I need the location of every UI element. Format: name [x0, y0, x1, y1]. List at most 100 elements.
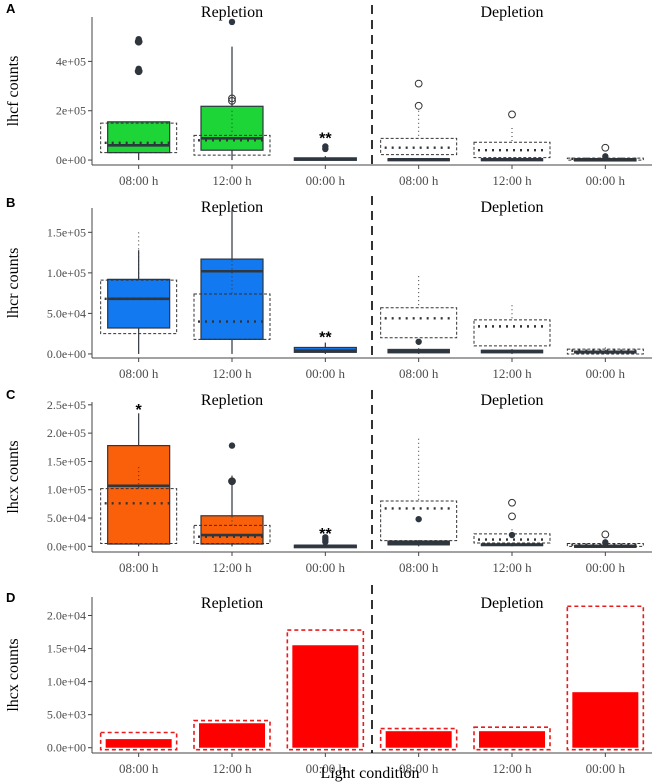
bar-1 [105, 739, 172, 748]
y-tick-label: 1.5e+04 [47, 642, 86, 656]
x-tick-label: 12:00 h [492, 173, 532, 188]
box-5 [480, 349, 544, 354]
y-tick-label: 2.0e+04 [47, 609, 86, 623]
y-tick-label: 1.0e+05 [47, 483, 86, 497]
y-tick-label: 5.0e+04 [47, 306, 86, 320]
box-body [107, 278, 171, 329]
box-body [107, 444, 171, 545]
dotted-box-1 [100, 232, 178, 335]
dotted-outlier [228, 94, 236, 103]
dotted-box-body [193, 134, 271, 156]
dashed-bar-5 [473, 726, 551, 751]
dotted-box-1 [100, 37, 178, 154]
x-tick-label: 12:00 h [492, 761, 532, 776]
x-tick-label: 08:00 h [399, 366, 439, 381]
dotted-box-body [100, 279, 178, 335]
x-tick-label: 08:00 h [119, 761, 159, 776]
group-title-repletion: Repletion [201, 392, 263, 409]
outlier-point [415, 515, 422, 523]
dotted-box-4 [380, 438, 458, 542]
panel-letter: C [6, 387, 16, 402]
y-tick-label: 0e+00 [56, 153, 86, 167]
outlier-point [508, 531, 516, 539]
panel-a: A 0e+00 2e+05 4e+05 lhcf counts 08:00 h 12:00 … [5, 1, 652, 188]
y-tick-label: 0.0e+00 [47, 741, 86, 755]
x-tick-label: 00:00 h [306, 761, 346, 776]
dotted-box-body [380, 307, 458, 339]
group-title-depletion: Depletion [480, 199, 543, 216]
dotted-box-body [473, 141, 551, 159]
y-tick-label: 1.5e+05 [47, 454, 86, 468]
x-tick-label: 08:00 h [119, 366, 159, 381]
outlier-point [322, 534, 329, 541]
dotted-box-body [566, 543, 644, 547]
y-tick-label: 2.5e+05 [47, 398, 86, 412]
x-tick-label: 00:00 h [306, 173, 346, 188]
dotted-box-5 [473, 305, 551, 347]
box-4 [387, 338, 450, 354]
outlier-point [228, 18, 236, 26]
panel-c: C 0.0e+00 5.0e+04 1.0e+05 1.5e+05 2.0e+05 2.5e… [5, 387, 652, 575]
x-tick-label: 08:00 h [119, 173, 159, 188]
dotted-outlier [228, 477, 236, 486]
panel-letter: B [6, 195, 15, 210]
group-title-repletion: Repletion [201, 199, 263, 216]
box-2 [200, 442, 264, 547]
box-3 [293, 342, 357, 354]
dotted-box-4 [380, 276, 458, 339]
dotted-box-2 [193, 94, 271, 156]
outlier-point [415, 338, 422, 345]
dotted-box-5 [473, 498, 551, 544]
y-tick-label: 1.5e+05 [47, 225, 86, 239]
dotted-box-body [193, 293, 271, 340]
x-tick-label: 12:00 h [212, 560, 252, 575]
panel-b: B 0.0e+00 5.0e+04 1.0e+05 1.5e+05 lhcr counts… [5, 195, 652, 381]
significance-marker: * [136, 402, 143, 419]
y-tick-label: 2.0e+05 [47, 426, 86, 440]
box-3 [293, 143, 357, 161]
box-1 [107, 36, 171, 161]
bar-2 [199, 723, 265, 748]
x-tick-label: 00:00 h [586, 173, 626, 188]
box-6 [574, 349, 637, 354]
group-title-repletion: Repletion [201, 595, 263, 612]
x-tick-label: 12:00 h [492, 366, 532, 381]
dotted-outlier [601, 143, 610, 152]
dotted-outlier [414, 79, 423, 88]
x-tick-label: 00:00 h [306, 366, 346, 381]
dotted-outlier [508, 498, 516, 507]
y-tick-label: 2e+05 [56, 104, 86, 118]
dotted-box-5 [473, 110, 551, 159]
panel-d: D 0.0e+00 5.0e+03 1.0e+04 1.5e+04 2.0e+04 lhcx… [5, 585, 652, 776]
dotted-outlier [508, 512, 516, 521]
outlier-point [135, 36, 142, 43]
y-axis-label: lhcf counts [5, 56, 22, 127]
outlier-point [228, 478, 236, 485]
dotted-box-body [473, 319, 551, 347]
y-tick-label: 5.0e+04 [47, 511, 86, 525]
box-body [107, 121, 171, 154]
significance-marker: ** [319, 130, 332, 147]
y-tick-label: 4e+05 [56, 54, 86, 68]
dashed-bar-2 [193, 719, 271, 751]
y-tick-label: 5.0e+03 [47, 708, 86, 722]
box-body [200, 515, 264, 545]
dotted-outlier [134, 37, 143, 46]
x-tick-label: 00:00 h [586, 560, 626, 575]
box-5 [480, 158, 544, 162]
dotted-box-1 [100, 467, 178, 545]
box-2 [200, 18, 264, 161]
bar-3 [292, 645, 359, 748]
bar-5 [479, 731, 545, 748]
panel-letter: D [6, 590, 15, 605]
x-tick-label: 08:00 h [399, 560, 439, 575]
x-tick-label: 12:00 h [212, 761, 252, 776]
box-2 [200, 208, 264, 354]
box-1 [107, 413, 171, 547]
group-title-depletion: Depletion [480, 392, 543, 409]
bar-6 [572, 692, 639, 748]
outlier-point [228, 442, 236, 449]
dashed-bar-6 [566, 605, 645, 751]
significance-marker: ** [319, 329, 332, 346]
panel-letter: A [6, 1, 16, 16]
